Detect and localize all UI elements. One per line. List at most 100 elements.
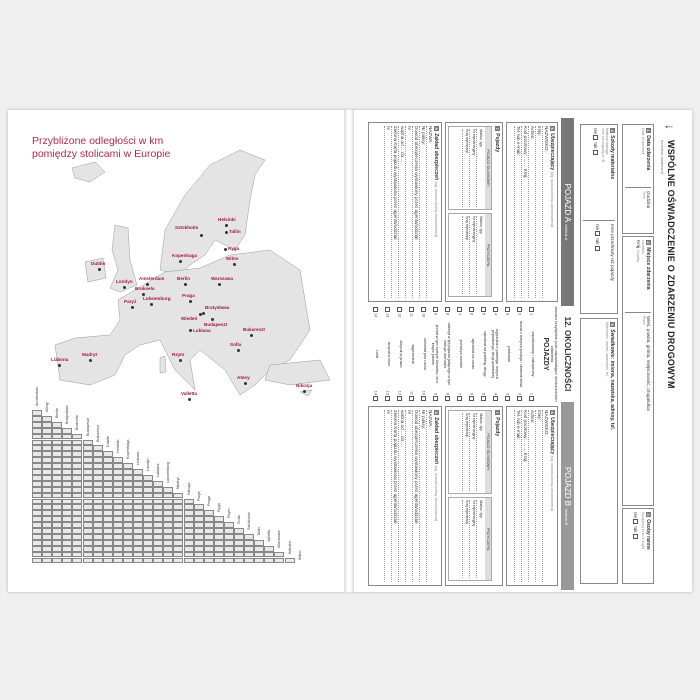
make-field[interactable]: Marka, typ: [476, 500, 483, 578]
surname-field[interactable]: NAZWISKO:: [542, 410, 549, 582]
box-witnesses[interactable]: 5Świadkowie: imiona, nazwiska, adresy, t…: [580, 318, 618, 584]
checkbox-no[interactable]: [594, 231, 600, 237]
policyholder-section[interactable]: 6Ubezpieczający (wg. dowodu/polisy ubezp…: [506, 122, 558, 302]
surname-field[interactable]: NAZWISKO:: [542, 126, 549, 298]
checkbox-b[interactable]: [493, 396, 498, 401]
checkbox-a[interactable]: [481, 307, 486, 312]
checkbox-no[interactable]: [592, 135, 598, 141]
trailer-box[interactable]: PRZYCZEPA Marka, typ Nr rejestracyjny Kr…: [448, 497, 492, 581]
trailer-box[interactable]: PRZYCZEPA Marka, typ Nr rejestracyjny Kr…: [448, 213, 492, 297]
checkbox-a[interactable]: [445, 307, 450, 312]
agent-field[interactable]: Dowód ubezpieczenia wystawiony przez age…: [412, 126, 419, 298]
first-name-field[interactable]: Imię:: [535, 126, 542, 298]
checkbox-yes[interactable]: [592, 149, 598, 155]
checkbox-a[interactable]: [421, 307, 426, 312]
number-field[interactable]: nr: [405, 410, 412, 582]
insurer-section[interactable]: 8Zakład ubezpieczeń (wg. dowodu/polisy u…: [368, 406, 442, 586]
distance-cell: [163, 528, 174, 534]
checkbox-b[interactable]: [517, 396, 522, 401]
policy-field[interactable]: Nr polisy:: [419, 410, 426, 582]
arrow-icon: ↓: [663, 124, 677, 130]
postcode-field[interactable]: Kod pocztowy:: [523, 410, 528, 440]
make-field[interactable]: Marka, typ: [476, 413, 483, 491]
registration-field[interactable]: Nr rejestracyjny: [469, 500, 476, 578]
checkbox-b[interactable]: [385, 396, 390, 401]
motor-vehicle-box[interactable]: POJAZD SILNIKOWY Marka, typ Nr rejestrac…: [448, 126, 492, 210]
checkbox-a[interactable]: [469, 307, 474, 312]
country-field[interactable]: Kraj:: [523, 452, 528, 463]
country-field[interactable]: Kraj:: [523, 168, 528, 179]
place-label: Wieś, powiat, gmina, miejscowość, droga/…: [646, 316, 651, 411]
green-card-field[interactable]: Zielona Karta pojazdu wystawiona przez a…: [391, 410, 398, 582]
address-field[interactable]: Adres:: [528, 410, 535, 582]
make-field[interactable]: Marka, typ: [476, 129, 483, 207]
registration-country-field[interactable]: Kraj rejestracji: [462, 129, 469, 207]
checkbox-a[interactable]: [409, 307, 414, 312]
checkbox-b[interactable]: [481, 396, 486, 401]
checkbox-a[interactable]: [457, 307, 462, 312]
registration-country-field[interactable]: Kraj rejestracji: [462, 413, 469, 491]
city-dot: [145, 282, 149, 286]
checkbox-a[interactable]: [373, 307, 378, 312]
registration-country-field[interactable]: Kraj rejestracji: [462, 500, 469, 578]
phone-field[interactable]: Tel. lub e-mail:: [514, 126, 521, 298]
number-field[interactable]: nr: [384, 126, 391, 298]
city-label: Ateny: [237, 375, 250, 380]
number-field[interactable]: nr: [384, 410, 391, 582]
checkbox-a[interactable]: [517, 307, 522, 312]
checkbox-b[interactable]: [421, 396, 426, 401]
green-card-field[interactable]: Zielona Karta pojazdu wystawiona przez a…: [391, 126, 398, 298]
city-dot: [57, 363, 61, 367]
registration-field[interactable]: Nr rejestracyjny: [469, 216, 476, 294]
checkbox-b[interactable]: [373, 396, 378, 401]
insurer-name-field[interactable]: NAZWA:: [426, 126, 433, 298]
checkbox-b[interactable]: [505, 396, 510, 401]
registration-field[interactable]: Nr rejestracyjny: [469, 129, 476, 207]
checkbox-b[interactable]: [445, 396, 450, 401]
box-damage[interactable]: 4Szkody materialne Material damage inne …: [580, 124, 618, 314]
checkbox-yes[interactable]: [594, 245, 600, 251]
checkbox-no[interactable]: [632, 519, 638, 525]
checkbox-a[interactable]: [397, 307, 402, 312]
checkbox-b[interactable]: [529, 396, 534, 401]
number-field[interactable]: nr: [405, 126, 412, 298]
registration-country-field[interactable]: Kraj rejestracji: [462, 216, 469, 294]
checkbox-yes[interactable]: [632, 533, 638, 539]
box-injuries[interactable]: 3Osoby ranne Injury(ies) even if slight …: [622, 508, 654, 584]
distance-cell: [92, 528, 103, 534]
box-date[interactable]: 1Data zdarzenia Date of accident Godzina…: [622, 124, 654, 234]
policy-field[interactable]: Nr polisy:: [419, 126, 426, 298]
checkbox-a[interactable]: [433, 307, 438, 312]
phone-field[interactable]: Tel. lub e-mail:: [514, 410, 521, 582]
checkbox-a[interactable]: [529, 307, 534, 312]
distance-cell: [254, 551, 265, 558]
checkbox-a[interactable]: [385, 307, 390, 312]
checkbox-a[interactable]: [505, 307, 510, 312]
insurer-name-field[interactable]: NAZWA:: [426, 410, 433, 582]
policyholder-section[interactable]: 6Ubezpieczający (wg. dowodu/polisy ubezp…: [506, 406, 558, 586]
checkbox-b[interactable]: [469, 396, 474, 401]
motor-vehicle-header: POJAZD SILNIKOWY: [485, 411, 491, 493]
distance-cell: [52, 516, 63, 523]
distance-cell: [42, 557, 53, 564]
checkbox-a[interactable]: [493, 307, 498, 312]
witnesses-label: Świadkowie: imiona, nazwiska, adresy, te…: [609, 329, 615, 431]
validity-field[interactable]: ważna od ... do ...: [398, 126, 405, 298]
box-location[interactable]: 2Miejsce zdarzenia Location Kraj Country…: [622, 236, 654, 506]
validity-field[interactable]: ważna od ... do ...: [398, 410, 405, 582]
distance-cell: [203, 551, 214, 558]
checkbox-b[interactable]: [433, 396, 438, 401]
first-name-field[interactable]: Imię:: [535, 410, 542, 582]
agent-field[interactable]: Dowód ubezpieczenia wystawiony przez age…: [412, 410, 419, 582]
distance-cell: [32, 545, 43, 552]
checkbox-b[interactable]: [397, 396, 402, 401]
insurer-section[interactable]: 8Zakład ubezpieczeń (wg. dowodu/polisy u…: [368, 122, 442, 302]
address-field[interactable]: Adres:: [528, 126, 535, 298]
make-field[interactable]: Marka, typ: [476, 216, 483, 294]
checkbox-b[interactable]: [409, 396, 414, 401]
postcode-field[interactable]: Kod pocztowy:: [523, 126, 528, 156]
checkbox-b[interactable]: [457, 396, 462, 401]
motor-vehicle-box[interactable]: POJAZD SILNIKOWY Marka, typ Nr rejestrac…: [448, 410, 492, 494]
distance-cell: [62, 445, 73, 452]
registration-field[interactable]: Nr rejestracyjny: [469, 413, 476, 491]
